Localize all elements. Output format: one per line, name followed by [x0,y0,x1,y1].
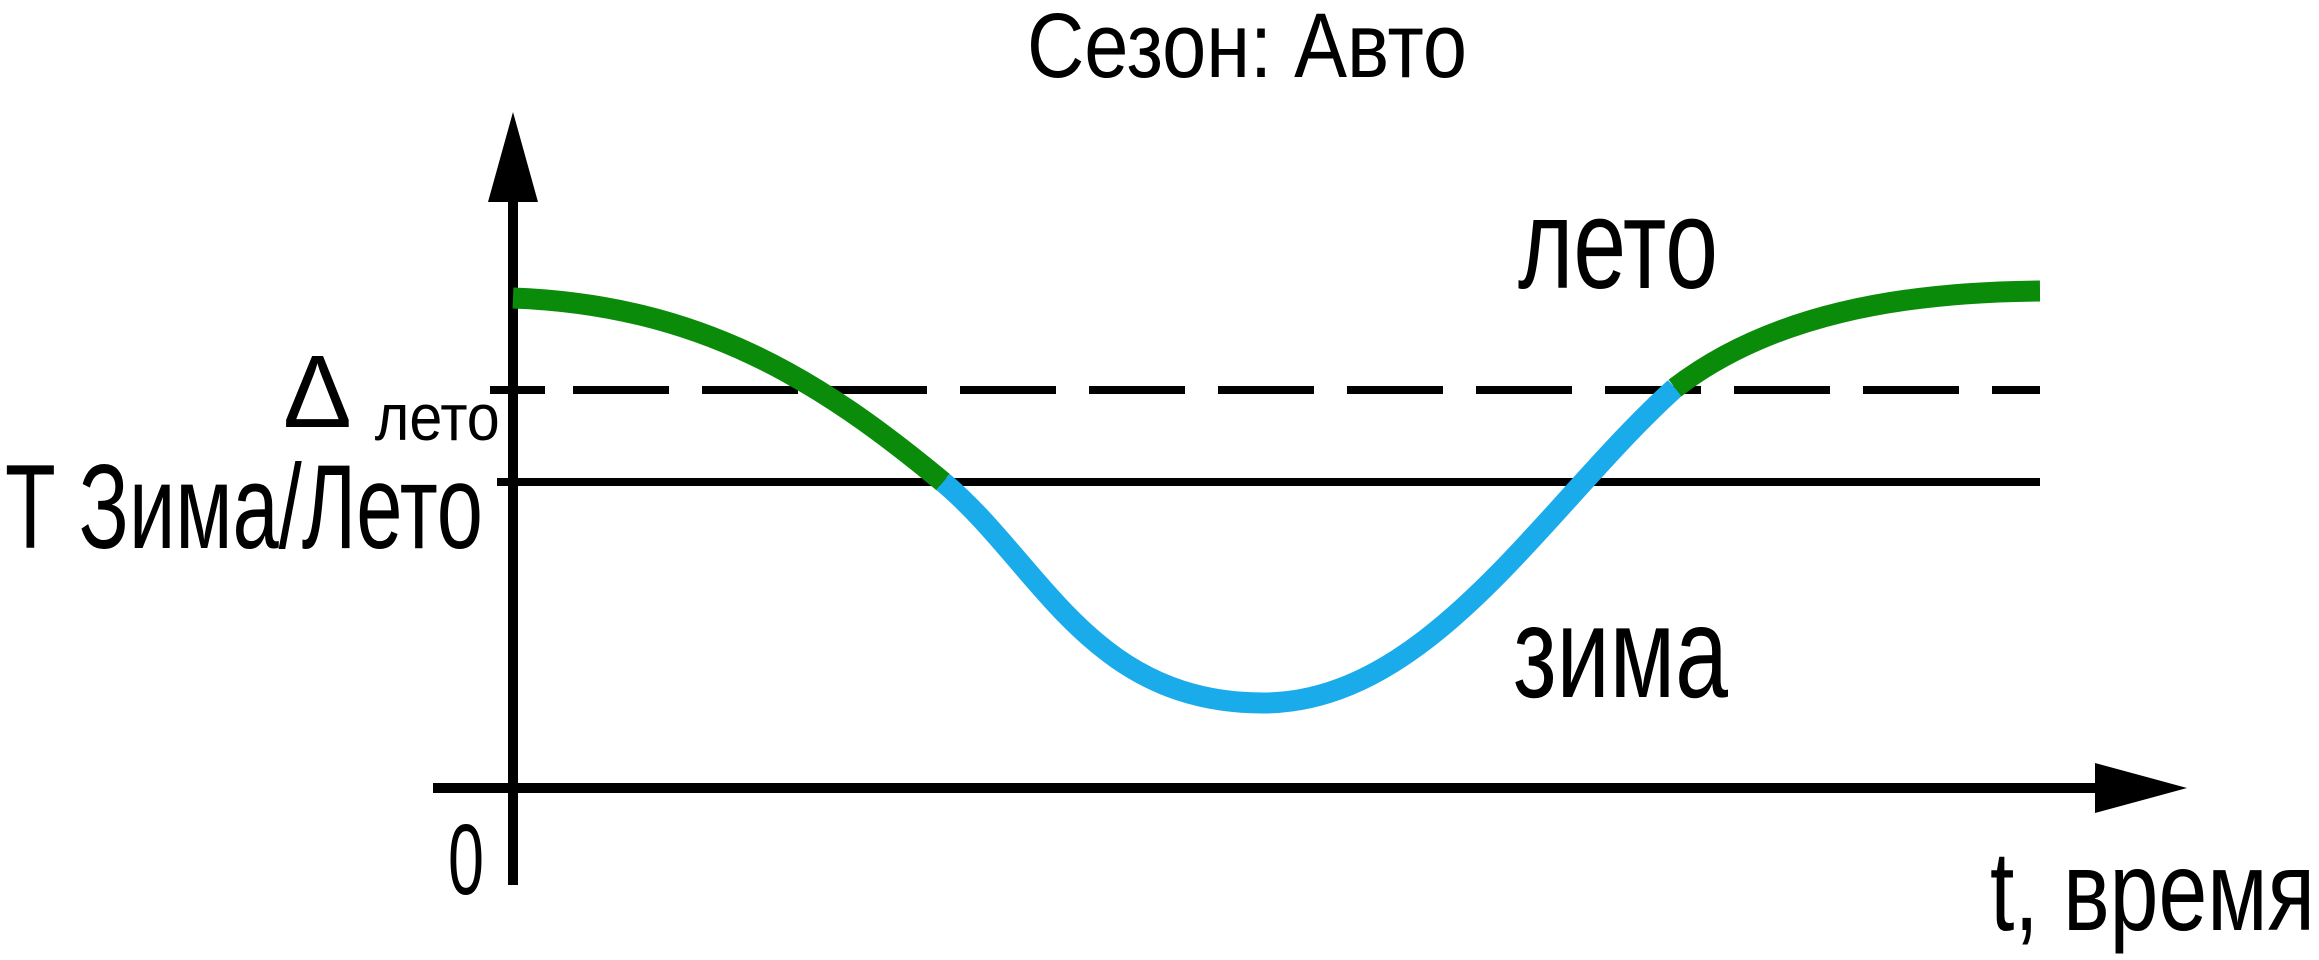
chart-title: Сезон: Авто [1027,0,1467,97]
threshold-label: Т Зима/Лето [5,440,483,574]
summer-curve-right-segment [1668,280,2041,397]
y-axis-arrowhead-icon [488,112,538,202]
winter-label: зима [1513,579,1729,725]
delta-symbol: Δ [283,334,349,449]
summer-curve-left-segment [512,287,950,491]
delta-summer-label: Δ лето [283,334,500,454]
summer-label: лето [1518,173,1718,316]
winter-curve-segment [936,380,1683,714]
x-axis-arrowhead-icon [2095,763,2187,813]
origin-label: 0 [448,804,484,916]
delta-subscript: лето [375,380,500,454]
x-axis-label: t, время [1990,828,2315,954]
